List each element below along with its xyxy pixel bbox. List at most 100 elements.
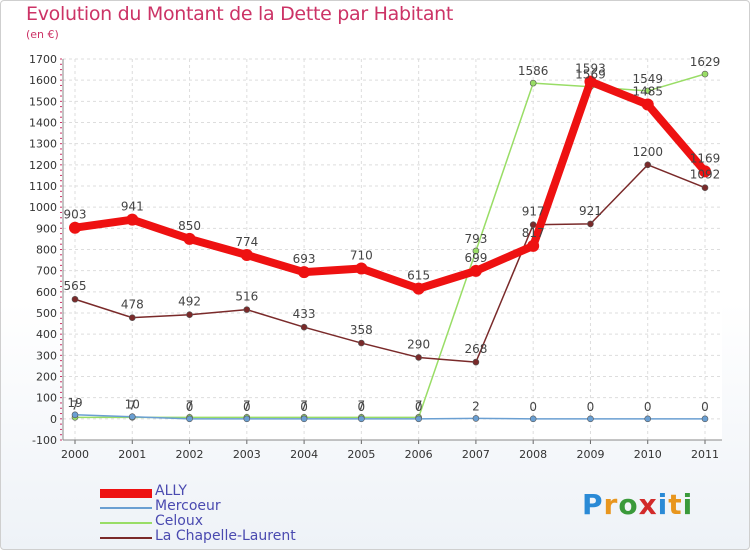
- y-tick-label: 700: [36, 265, 57, 278]
- series-line-ally: [71, 77, 709, 293]
- data-label-celoux: 793: [464, 232, 487, 246]
- data-point-la-chapelle-laurent: [529, 221, 537, 229]
- data-label-mercoeur: 0: [644, 400, 652, 414]
- data-label-mercoeur: 0: [243, 400, 251, 414]
- x-tick-label: 2008: [519, 448, 547, 461]
- data-point-mercoeur: [701, 415, 709, 423]
- data-point-la-chapelle-laurent: [701, 184, 709, 191]
- logo-letter: t: [668, 488, 683, 521]
- data-label-ally: 1485: [632, 85, 663, 99]
- data-point-mercoeur: [300, 415, 308, 423]
- data-label-mercoeur: 0: [300, 400, 308, 414]
- data-point-ally: [183, 232, 196, 245]
- data-label-la-chapelle-laurent: 917: [522, 205, 545, 219]
- logo-letter: r: [603, 488, 619, 521]
- data-point-la-chapelle-laurent: [300, 323, 308, 331]
- legend-label-celoux: Celoux: [155, 513, 204, 529]
- data-point-ally: [355, 262, 368, 275]
- data-label-ally: 693: [293, 252, 316, 266]
- y-tick-label: 100: [36, 392, 57, 405]
- data-label-ally: 1593: [575, 62, 606, 76]
- data-point-la-chapelle-laurent: [358, 339, 365, 347]
- data-label-la-chapelle-laurent: 268: [464, 342, 487, 356]
- y-tick-label: 1300: [29, 138, 57, 151]
- data-label-la-chapelle-laurent: 358: [350, 323, 373, 337]
- data-label-celoux: 1629: [690, 55, 721, 69]
- data-point-mercoeur: [529, 415, 537, 423]
- data-label-la-chapelle-laurent: 565: [64, 279, 87, 293]
- data-point-la-chapelle-laurent: [472, 358, 480, 366]
- data-label-ally: 710: [350, 249, 373, 263]
- data-label-celoux: 7: [128, 398, 136, 412]
- y-tick-label: 400: [36, 328, 57, 341]
- legend-swatch-ally: [100, 488, 152, 498]
- x-tick-label: 2007: [462, 448, 490, 461]
- data-point-ally: [699, 165, 711, 178]
- x-tick-label: 2002: [176, 448, 204, 461]
- y-tick-label: 0: [50, 413, 57, 426]
- legend-swatch-celoux: [100, 522, 152, 524]
- chart-subtitle: (en €): [26, 28, 59, 41]
- data-label-mercoeur: 0: [587, 400, 595, 414]
- data-label-celoux: 7: [415, 398, 423, 412]
- data-point-mercoeur: [186, 415, 193, 423]
- data-label-mercoeur: 0: [701, 400, 709, 414]
- data-label-ally: 941: [121, 200, 144, 214]
- y-tick-label: 1500: [29, 95, 57, 108]
- data-point-la-chapelle-laurent: [644, 161, 652, 169]
- y-tick-label: -100: [32, 434, 57, 447]
- legend-label-la-chapelle-laurent: La Chapelle-Laurent: [155, 528, 296, 544]
- data-point-ally: [584, 75, 597, 88]
- data-point-la-chapelle-laurent: [243, 306, 251, 313]
- data-label-celoux: 1549: [632, 72, 663, 86]
- data-label-la-chapelle-laurent: 1092: [690, 168, 721, 182]
- data-label-la-chapelle-laurent: 492: [178, 295, 201, 309]
- data-point-mercoeur: [71, 411, 79, 419]
- chart-title: Evolution du Montant de la Dette par Hab…: [26, 3, 454, 25]
- y-tick-label: 300: [36, 349, 57, 362]
- y-tick-label: 1000: [29, 201, 57, 214]
- data-label-mercoeur: 0: [415, 400, 423, 414]
- x-tick-label: 2004: [290, 448, 318, 461]
- series-line-mercoeur: [74, 414, 706, 420]
- logo-letter: P: [582, 488, 604, 521]
- data-point-ally: [298, 266, 311, 279]
- data-point-ally: [69, 221, 81, 234]
- data-label-celoux: 7: [186, 398, 194, 412]
- data-point-la-chapelle-laurent: [128, 314, 136, 321]
- data-label-celoux: 1569: [575, 68, 606, 82]
- y-tick-label: 1100: [29, 180, 57, 193]
- proxiti-logo: Proxiti: [582, 488, 693, 521]
- data-label-ally: 817: [522, 226, 545, 240]
- data-label-mercoeur: 0: [358, 400, 366, 414]
- data-label-celoux: 7: [300, 398, 308, 412]
- data-point-celoux: [472, 247, 480, 255]
- data-label-celoux: 7: [358, 398, 366, 412]
- data-point-mercoeur: [415, 415, 422, 423]
- data-label-la-chapelle-laurent: 921: [579, 204, 602, 218]
- x-tick-label: 2010: [634, 448, 662, 461]
- data-point-mercoeur: [243, 415, 251, 423]
- x-tick-label: 2009: [576, 448, 604, 461]
- x-tick-label: 2006: [405, 448, 433, 461]
- data-label-ally: 774: [235, 235, 258, 249]
- legend-label-ally: ALLY: [155, 483, 187, 499]
- logo-letter: i: [657, 488, 669, 521]
- data-label-ally: 903: [64, 208, 87, 222]
- data-point-celoux: [529, 79, 537, 87]
- y-tick-label: 600: [36, 286, 57, 299]
- data-label-mercoeur: 0: [186, 400, 194, 414]
- data-point-mercoeur: [358, 415, 365, 423]
- x-tick-label: 2001: [118, 448, 146, 461]
- data-point-ally: [412, 282, 425, 295]
- data-point-la-chapelle-laurent: [587, 220, 594, 228]
- legend-label-mercoeur: Mercoeur: [155, 498, 221, 514]
- data-point-ally: [240, 249, 253, 262]
- data-point-mercoeur: [128, 413, 136, 421]
- logo-letter: i: [682, 488, 694, 521]
- data-point-la-chapelle-laurent: [186, 311, 193, 318]
- data-point-ally: [126, 213, 139, 226]
- data-label-mercoeur: 0: [529, 400, 537, 414]
- data-point-mercoeur: [587, 415, 594, 423]
